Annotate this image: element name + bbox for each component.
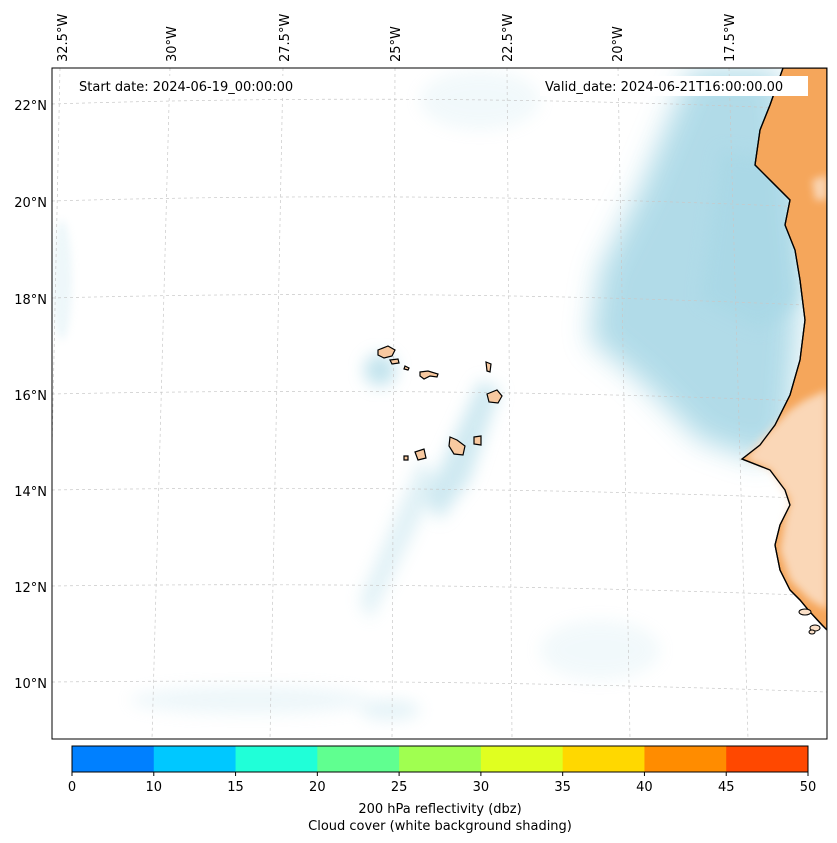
valid-date-box xyxy=(540,76,808,96)
island-santa-luzia xyxy=(403,365,410,371)
island-boa-vista xyxy=(486,389,503,404)
lat-label-18n: 18°N xyxy=(14,293,47,308)
colorbar-segment-4 xyxy=(399,746,482,772)
island-maio xyxy=(473,435,482,446)
colorbar-tick-label-2: 15 xyxy=(227,780,244,795)
lon-label-17-5w: 17.5°W xyxy=(723,14,738,62)
colorbar-label-line2: Cloud cover (white background shading) xyxy=(308,819,572,834)
island-sal xyxy=(485,361,492,373)
island-sao-vicente xyxy=(389,358,400,365)
lat-label-20n: 20°N xyxy=(14,196,47,211)
colorbar-segment-7 xyxy=(644,746,727,772)
latitude-labels: 22°N 20°N 18°N 16°N 14°N 12°N 10°N xyxy=(14,99,47,692)
colorbar-segment-6 xyxy=(562,746,645,772)
island-santiago xyxy=(448,436,466,456)
start-date-box xyxy=(72,76,318,96)
cape-verde-islands xyxy=(377,345,503,461)
lon-label-30w: 30°W xyxy=(165,26,180,62)
colorbar-tick-label-0: 0 xyxy=(68,780,76,795)
lon-label-32-5w: 32.5°W xyxy=(56,14,71,62)
colorbar-segment-0 xyxy=(72,746,155,772)
colorbar-segment-2 xyxy=(235,746,318,772)
colorbar-tick-label-4: 25 xyxy=(391,780,408,795)
colorbar-tick-label-7: 40 xyxy=(636,780,653,795)
lon-label-27-5w: 27.5°W xyxy=(278,14,293,62)
colorbar-segment-1 xyxy=(153,746,237,772)
island-santo-antao xyxy=(377,345,396,359)
colorbar-segment-3 xyxy=(317,746,400,772)
island-fogo xyxy=(414,448,427,461)
colorbar-segment-5 xyxy=(480,746,564,772)
lat-label-16n: 16°N xyxy=(14,389,47,404)
colorbar-tick-label-1: 10 xyxy=(146,780,163,795)
lat-label-14n: 14°N xyxy=(14,485,47,500)
colorbar-tick-label-3: 20 xyxy=(309,780,326,795)
island-sao-nicolau xyxy=(419,370,439,380)
colorbar-tick-label-5: 30 xyxy=(473,780,490,795)
lon-label-25w: 25°W xyxy=(389,26,404,62)
colorbar-tick-label-9: 50 xyxy=(800,780,817,795)
colorbar-label-line1: 200 hPa reflectivity (dbz) xyxy=(358,802,521,817)
lon-label-22-5w: 22.5°W xyxy=(501,14,516,62)
start-date-text: Start date: 2024-06-19_00:00:00 xyxy=(79,80,293,95)
lat-label-10n: 10°N xyxy=(14,677,47,692)
colorbar-segment-8 xyxy=(726,746,809,772)
map-frame xyxy=(51,67,828,740)
valid-date-text: Valid_date: 2024-06-21T16:00:00.00 xyxy=(545,80,783,95)
colorbar-tick-label-6: 35 xyxy=(554,780,571,795)
colorbar-frame xyxy=(71,745,809,773)
island-brava xyxy=(403,455,409,461)
graticule xyxy=(52,68,827,739)
cloud-cover-shading xyxy=(52,70,800,720)
lat-label-22n: 22°N xyxy=(14,99,47,114)
africa-coast xyxy=(740,68,827,635)
longitude-labels: 32.5°W 30°W 27.5°W 25°W 22.5°W 20°W 17.5… xyxy=(56,14,738,62)
map-area xyxy=(52,68,827,739)
colorbar: 0 10 15 20 25 30 35 40 45 50 xyxy=(68,745,817,795)
lat-label-12n: 12°N xyxy=(14,581,47,596)
colorbar-tick-label-8: 45 xyxy=(718,780,735,795)
lon-label-20w: 20°W xyxy=(611,26,626,62)
